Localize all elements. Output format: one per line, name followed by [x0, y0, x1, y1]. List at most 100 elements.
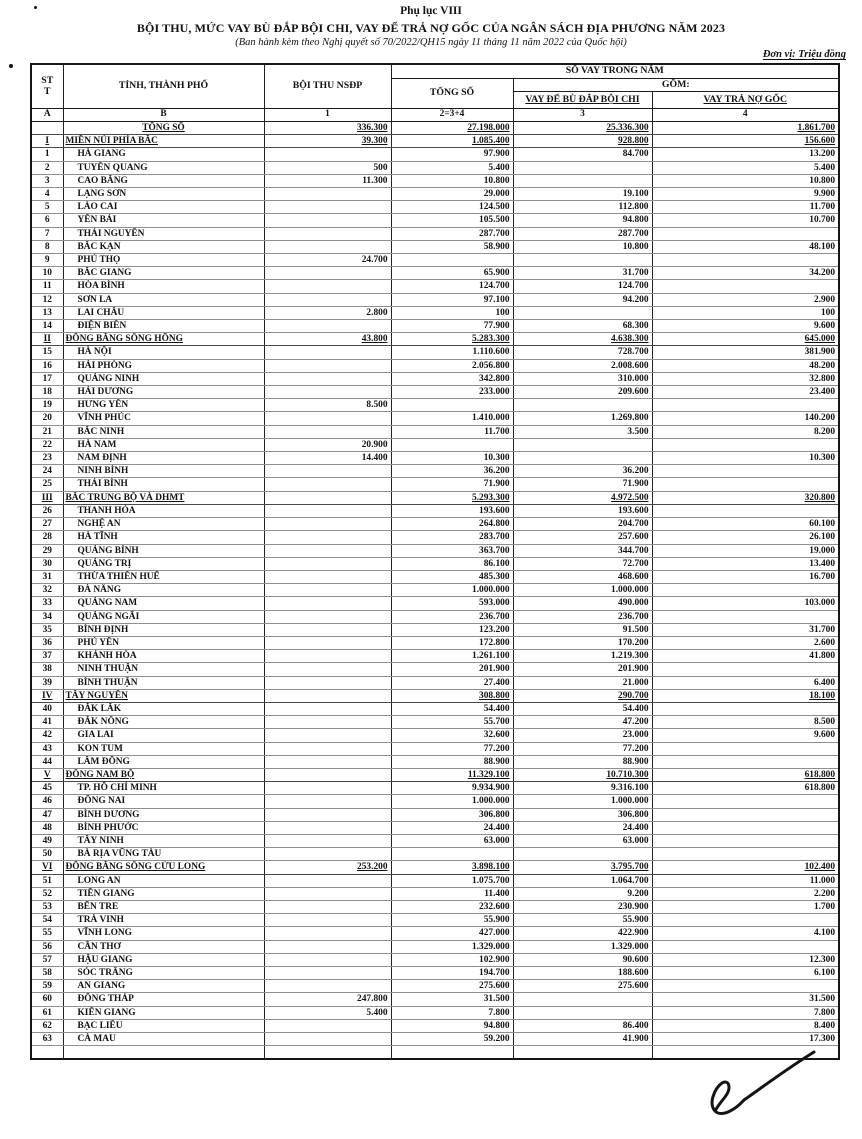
cell-stt: 38 [30, 662, 64, 677]
cell-tong-so: 193.600 [390, 504, 514, 519]
cell-tong-so: 71.900 [390, 477, 514, 492]
cell-vay-bu-dap-boi-chi: 10.800 [512, 240, 653, 255]
cell-vay-bu-dap-boi-chi: 728.700 [512, 345, 653, 360]
cell-stt: 11 [30, 279, 64, 294]
cell-province-name: SÓC TRĂNG [62, 966, 265, 981]
header-boi-thu-nsdp: BỘI THU NSĐP [263, 63, 392, 109]
cell-tong-so: 88.900 [390, 755, 514, 769]
cell-vay-tra-no-goc [651, 755, 840, 769]
cell-tong-so: 65.900 [390, 266, 514, 281]
cell-boi-thu-nsdp: 11.300 [263, 174, 392, 189]
document-title: BỘI THU, MỨC VAY BÙ ĐẮP BỘI CHI, VAY ĐỂ … [136, 21, 726, 35]
province-row: 51 LONG AN 1.075.700 1.064.700 11.000 [30, 874, 840, 888]
cell-vay-tra-no-goc: 100 [651, 306, 840, 321]
cell-province-name: VĨNH PHÚC [62, 411, 265, 426]
cell-vay-tra-no-goc: 4.100 [651, 926, 840, 941]
index-cell: B [62, 108, 265, 122]
cell-stt: 51 [30, 874, 64, 888]
cell-boi-thu-nsdp: 247.800 [263, 992, 392, 1007]
cell-vay-tra-no-goc [651, 662, 840, 677]
cell-stt: II [30, 332, 64, 347]
province-row: 53 BẾN TRE 232.600 230.900 1.700 [30, 900, 840, 915]
province-row: 56 CẦN THƠ 1.329.000 1.329.000 [30, 940, 840, 954]
cell-boi-thu-nsdp [263, 900, 392, 915]
cell-province-name: HÀ NAM [62, 438, 265, 453]
province-row: 18 HẢI DƯƠNG 233.000 209.600 23.400 [30, 385, 840, 400]
cell-vay-bu-dap-boi-chi: 209.600 [512, 385, 653, 400]
cell-tong-so: 1.000.000 [390, 794, 514, 809]
cell-vay-bu-dap-boi-chi: 287.700 [512, 227, 653, 241]
cell-stt: 14 [30, 319, 64, 334]
cell-vay-tra-no-goc [651, 913, 840, 928]
handwritten-signature [710, 1050, 816, 1115]
cell-stt: 1 [30, 147, 64, 162]
cell-vay-bu-dap-boi-chi: 72.700 [512, 557, 653, 571]
province-row: 25 THÁI BÌNH 71.900 71.900 [30, 477, 840, 492]
header-vay-bu-dap-boi-chi-label: VAY ĐỂ BÙ ĐẮP BỘI CHI [525, 93, 640, 105]
cell-province-name: BÌNH THUẬN [62, 676, 265, 690]
cell-vay-bu-dap-boi-chi: 468.600 [512, 570, 653, 585]
cell-tong-so: 10.300 [390, 451, 514, 466]
cell-tong-so: 1.075.700 [390, 874, 514, 888]
cell-province-name: VĨNH LONG [62, 926, 265, 941]
cell-stt: 40 [30, 702, 64, 717]
cell-vay-bu-dap-boi-chi: 1.064.700 [512, 874, 653, 888]
cell-boi-thu-nsdp [263, 834, 392, 849]
cell-province-name: ĐỒNG NAI [62, 794, 265, 809]
cell-tong-so: 308.800 [390, 689, 514, 703]
cell-boi-thu-nsdp [263, 662, 392, 677]
cell-boi-thu-nsdp [263, 742, 392, 756]
province-row: 61 KIÊN GIANG 5.400 7.800 7.800 [30, 1006, 840, 1020]
cell-vay-bu-dap-boi-chi: 1.000.000 [512, 794, 653, 809]
cell-province-name: PHÚ YÊN [62, 636, 265, 651]
cell-vay-bu-dap-boi-chi: 84.700 [512, 147, 653, 162]
cell-tong-so: 306.800 [390, 808, 514, 822]
cell-vay-bu-dap-boi-chi: 490.000 [512, 596, 653, 611]
cell-stt: 29 [30, 544, 64, 558]
province-row: 36 PHÚ YÊN 172.800 170.200 2.600 [30, 636, 840, 651]
cell-vay-bu-dap-boi-chi [512, 451, 653, 466]
cell-vay-bu-dap-boi-chi: 2.008.600 [512, 359, 653, 373]
cell-vay-tra-no-goc [651, 1045, 840, 1060]
cell-vay-tra-no-goc [651, 940, 840, 954]
cell-boi-thu-nsdp [263, 636, 392, 651]
cell-tong-so: 2.056.800 [390, 359, 514, 373]
cell-vay-bu-dap-boi-chi: 90.600 [512, 953, 653, 968]
cell-boi-thu-nsdp [263, 1032, 392, 1047]
cell-vay-bu-dap-boi-chi: 1.269.800 [512, 411, 653, 426]
cell-province-name: BÌNH ĐỊNH [62, 623, 265, 637]
cell-boi-thu-nsdp [263, 702, 392, 717]
province-row: 20 VĨNH PHÚC 1.410.000 1.269.800 140.200 [30, 411, 840, 426]
province-row: 14 ĐIỆN BIÊN 77.900 68.300 9.600 [30, 319, 840, 334]
cell-vay-tra-no-goc [651, 702, 840, 717]
cell-vay-tra-no-goc: 8.200 [651, 425, 840, 439]
cell-vay-tra-no-goc: 23.400 [651, 385, 840, 400]
cell-stt: VI [30, 860, 64, 875]
cell-stt: 39 [30, 676, 64, 690]
cell-province-name: BẮC KẠN [62, 240, 265, 255]
province-row: 59 AN GIANG 275.600 275.600 [30, 979, 840, 994]
cell-stt: 45 [30, 781, 64, 796]
province-row: 38 NINH THUẬN 201.900 201.900 [30, 662, 840, 677]
cell-vay-bu-dap-boi-chi: 188.600 [512, 966, 653, 981]
cell-stt: 8 [30, 240, 64, 255]
cell-stt: 22 [30, 438, 64, 453]
cell-province-name: ĐÀ NẴNG [62, 583, 265, 598]
cell-province-name: LAI CHÂU [62, 306, 265, 321]
province-row: 41 ĐẮK NÔNG 55.700 47.200 8.500 [30, 715, 840, 730]
cell-stt: V [30, 768, 64, 783]
province-row: 43 KON TUM 77.200 77.200 [30, 742, 840, 756]
cell-tong-so: 24.400 [390, 821, 514, 835]
cell-stt: 17 [30, 372, 64, 387]
cell-vay-bu-dap-boi-chi: 204.700 [512, 517, 653, 532]
province-row: 16 HẢI PHÒNG 2.056.800 2.008.600 48.200 [30, 359, 840, 373]
cell-stt: 25 [30, 477, 64, 492]
cell-province-name: THÁI NGUYÊN [62, 227, 265, 241]
cell-stt [30, 121, 64, 136]
header-stt: ST T [30, 63, 64, 109]
cell-stt: III [30, 491, 64, 505]
cell-vay-tra-no-goc [651, 227, 840, 241]
header-gom: GỒM: [512, 78, 840, 92]
cell-province-name: ĐỒNG BẰNG SÔNG HỒNG [62, 332, 265, 347]
province-row: 33 QUẢNG NAM 593.000 490.000 103.000 [30, 596, 840, 611]
